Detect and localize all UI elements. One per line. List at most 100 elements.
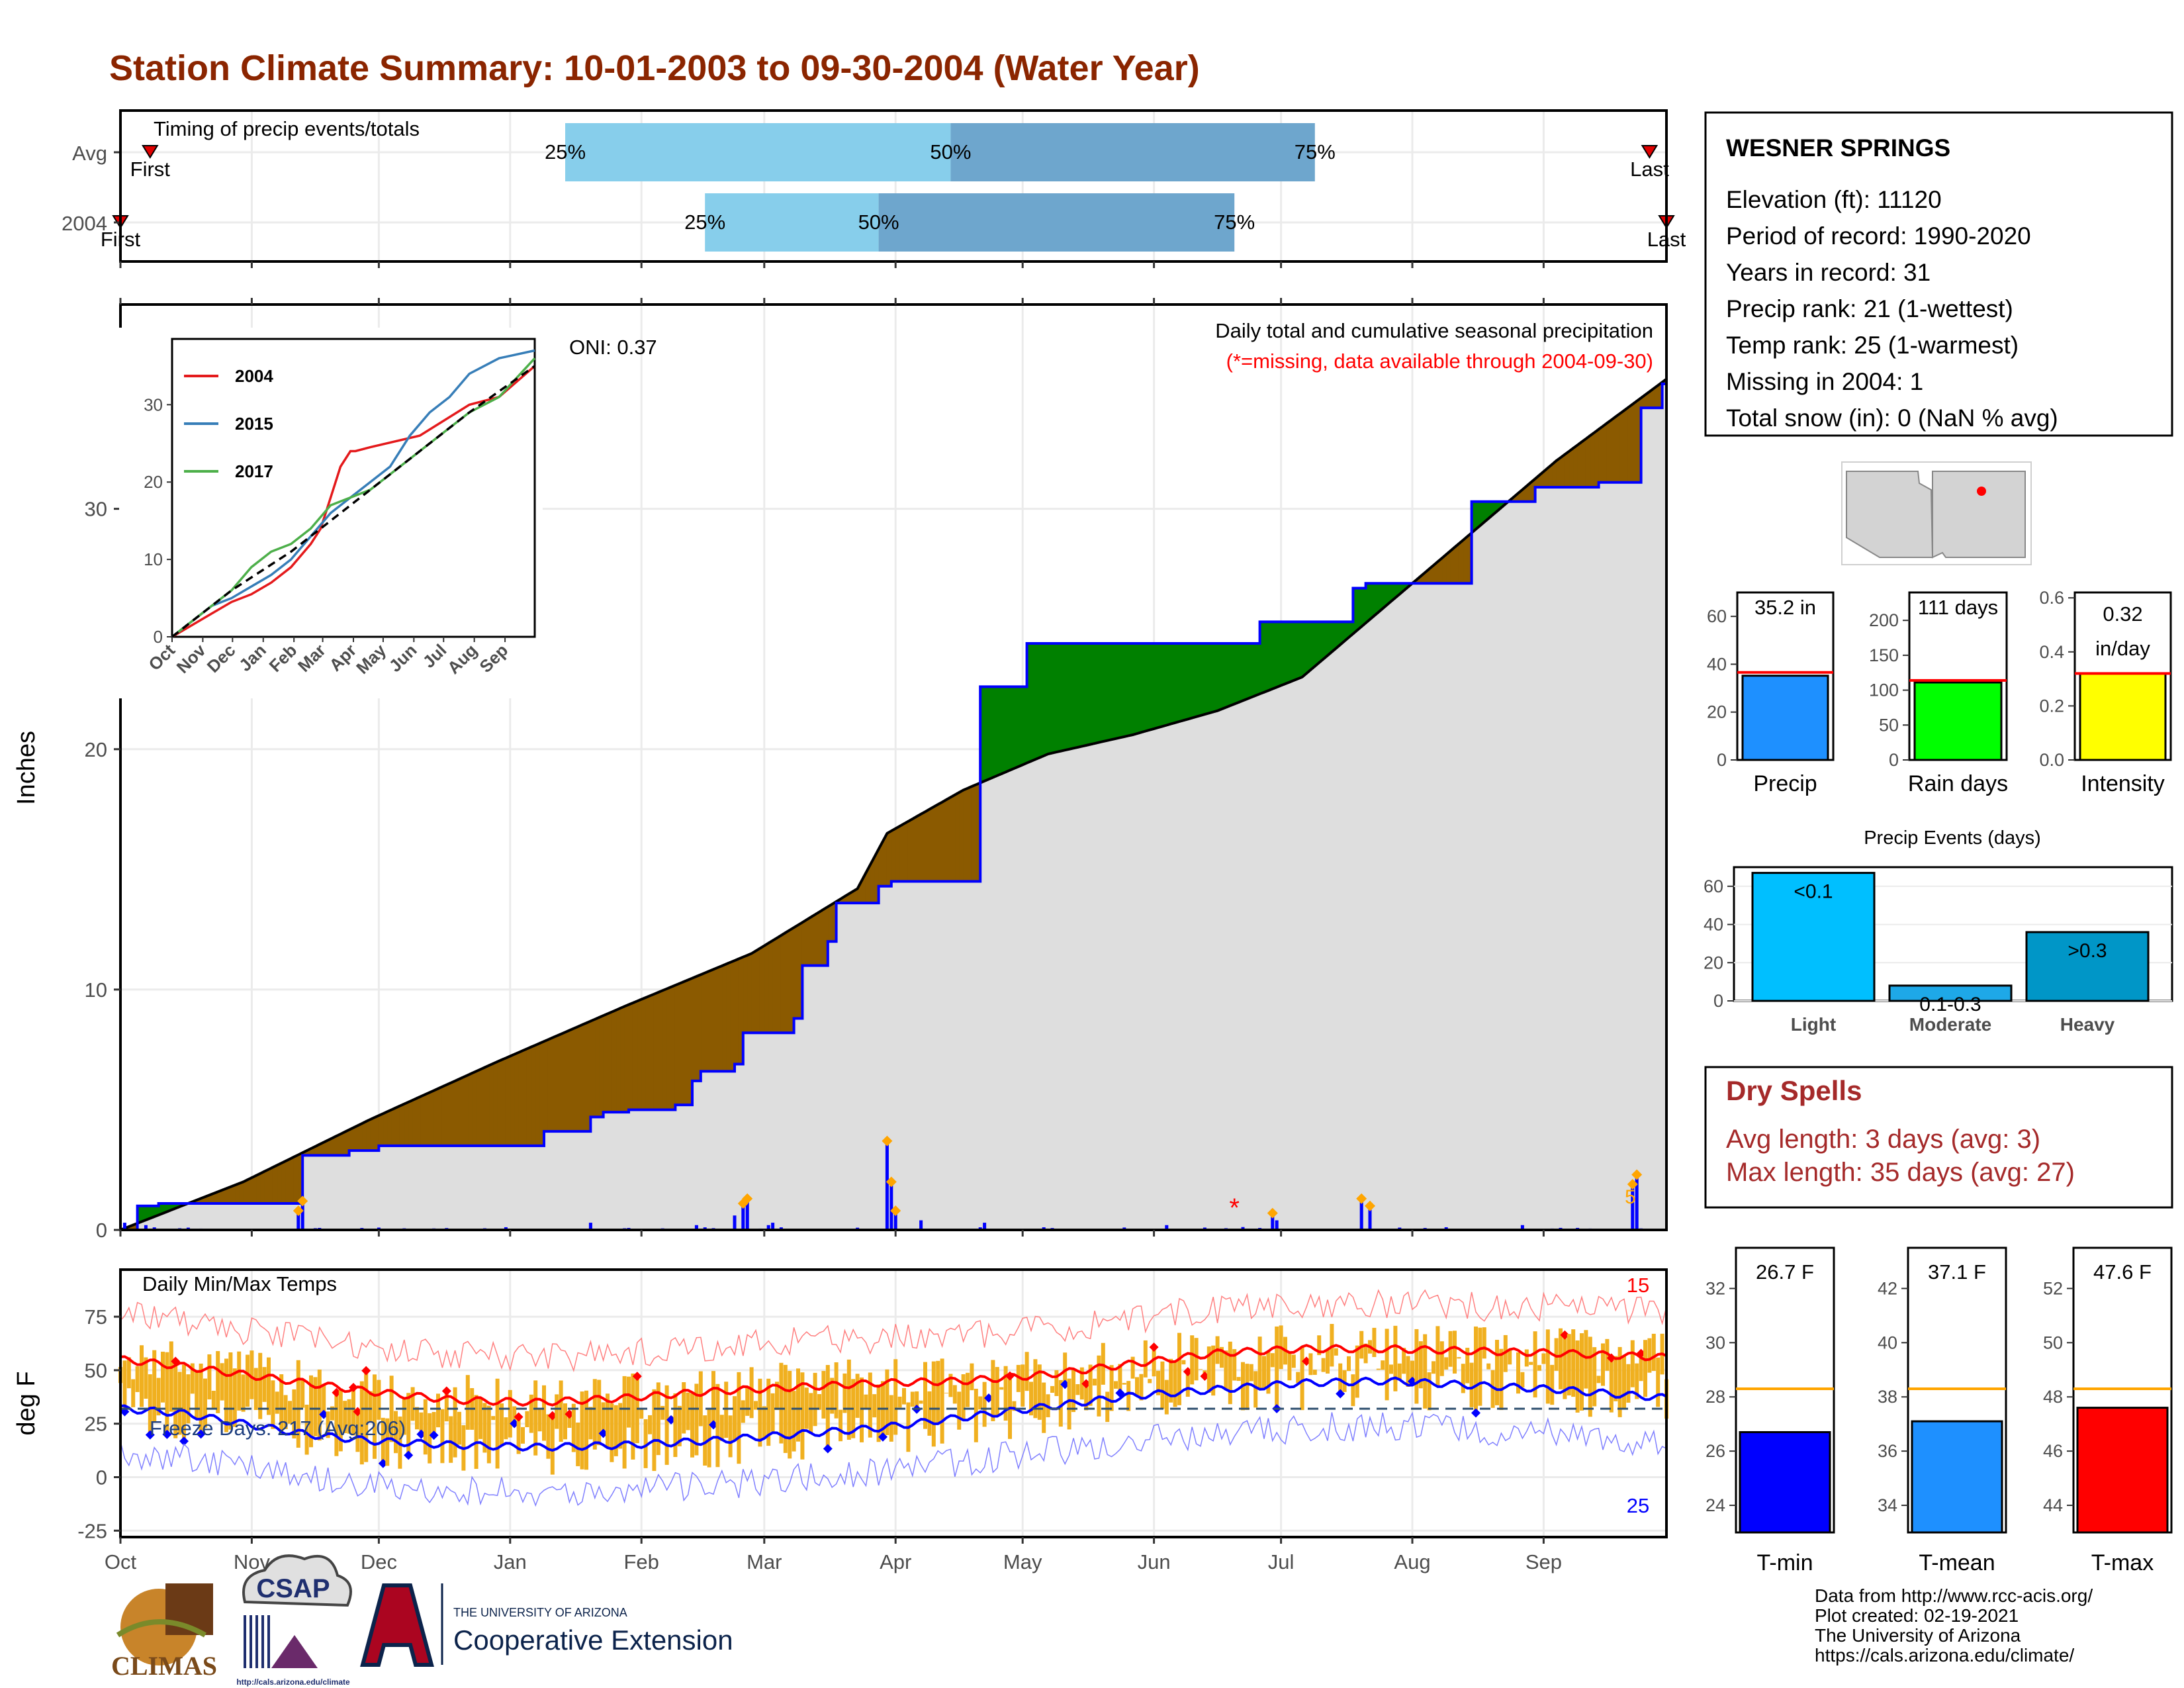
daily-temp-bar: [792, 1391, 796, 1452]
daily-temp-bar: [1211, 1345, 1216, 1396]
daily-temp-bar: [1423, 1334, 1428, 1409]
deficit-band: [921, 811, 926, 882]
record-high-marker: [1149, 1342, 1159, 1352]
daily-temp-bar: [839, 1409, 842, 1442]
record-high-marker: [514, 1412, 523, 1422]
deficit-band: [971, 784, 977, 882]
daily-temp-bar: [610, 1403, 614, 1462]
daily-temp-bar: [779, 1362, 784, 1444]
daily-precip-bar: [1165, 1225, 1169, 1230]
temp-bar-value: [1739, 1430, 1831, 1534]
precip-event-marker: [1356, 1193, 1367, 1204]
surplus-band: [988, 686, 993, 780]
deficit-band: [1627, 403, 1633, 483]
daily-temp-bar: [1270, 1353, 1275, 1368]
precip-event-marker: [1627, 1179, 1638, 1190]
deficit-band: [268, 1166, 273, 1204]
daily-temp-bar: [1622, 1355, 1626, 1409]
daily-temp-bar: [966, 1372, 970, 1407]
daily-temp-bar: [1177, 1333, 1181, 1405]
daily-temp-bar: [1643, 1340, 1647, 1397]
deficit-band: [1569, 447, 1574, 488]
surplus-band: [1183, 643, 1189, 721]
deficit-band: [353, 1125, 358, 1151]
deficit-band: [653, 992, 659, 1110]
deficit-band: [293, 1154, 299, 1204]
deficit-band: [501, 1057, 506, 1147]
daily-temp-bar: [512, 1406, 517, 1424]
daily-temp-bar: [1355, 1345, 1359, 1398]
daily-temp-bar: [1088, 1364, 1093, 1406]
deficit-band: [598, 1015, 604, 1117]
deficit-band: [907, 818, 913, 882]
daily-temp-bar: [338, 1388, 343, 1452]
deficit-band: [649, 993, 655, 1110]
daily-temp-bar: [719, 1415, 724, 1441]
daily-temp-bar: [741, 1400, 745, 1423]
daily-temp-bar: [1545, 1329, 1550, 1404]
inset-legend-label: 2015: [235, 414, 273, 434]
daily-temp-bar: [402, 1399, 406, 1435]
surplus-band: [1289, 621, 1295, 683]
deficit-band: [1454, 543, 1459, 584]
daily-temp-bar: [330, 1406, 334, 1421]
deficit-band: [510, 1053, 515, 1147]
daily-temp-bar: [804, 1387, 809, 1429]
deficit-band: [810, 914, 816, 966]
dry-spells: Dry Spells Avg length: 3 days (avg: 3) Max…: [1704, 1066, 2173, 1209]
daily-precip-bar: [1368, 1205, 1372, 1230]
record-high-marker: [632, 1372, 642, 1382]
daily-temp-bar: [1351, 1374, 1355, 1407]
daily-temp-bar: [1156, 1370, 1160, 1395]
daily-temp-bar: [931, 1361, 936, 1447]
deficit-band: [751, 950, 756, 1033]
temp-bar-value: [1911, 1420, 2003, 1534]
surplus-band: [1302, 621, 1307, 678]
daily-temp-bar: [550, 1415, 555, 1475]
deficit-band: [1458, 539, 1464, 584]
daily-temp-bar: [728, 1415, 733, 1458]
deficit-band: [446, 1082, 451, 1147]
daily-temp-bar: [359, 1381, 364, 1465]
surplus-band: [1327, 621, 1332, 657]
csap-url: http://cals.arizona.edu/climate: [236, 1677, 350, 1687]
daily-temp-bar: [1330, 1324, 1334, 1367]
csap-cloud-icon: [242, 1554, 352, 1607]
daily-temp-bar: [1224, 1350, 1228, 1390]
deficit-band: [399, 1103, 405, 1147]
daily-temp-bar: [288, 1401, 292, 1424]
deficit-band: [577, 1024, 583, 1132]
csap-mountain-icon: [271, 1635, 318, 1668]
daily-temp-bar: [1042, 1382, 1046, 1433]
mini-bar-value: [1913, 681, 2003, 761]
deficit-band: [459, 1076, 464, 1147]
deficit-band: [425, 1092, 430, 1147]
mini-bar-ytick-label: 50: [1879, 715, 1899, 735]
daily-temp-bar: [1143, 1340, 1148, 1378]
record-low-marker: [404, 1450, 414, 1460]
events-bar-label: Light: [1791, 1014, 1836, 1035]
surplus-band: [1030, 643, 1036, 762]
daily-temp-bar: [1592, 1347, 1597, 1407]
missing-note: (*=missing, data available through 2004-…: [1226, 350, 1653, 373]
daily-temp-bar: [1418, 1341, 1423, 1389]
mini-bar-intensity: 0.0 0.2 0.4 0.6 0.32 in/day Intensity: [2039, 588, 2172, 796]
daily-temp-bar: [1338, 1363, 1343, 1394]
daily-temp-bar: [334, 1392, 339, 1456]
daily-temp-bar: [453, 1387, 457, 1458]
daily-temp-bar: [190, 1363, 195, 1394]
temp-bar-t-mean: 34 36 38 40 42 37.1 F T-mean: [1878, 1246, 2007, 1575]
daily-temp-bar: [296, 1360, 300, 1448]
mini-bar-label: Rain days: [1908, 771, 2008, 796]
deficit-band: [471, 1070, 477, 1147]
deficit-band: [645, 995, 651, 1110]
daily-temp-bar: [703, 1415, 707, 1466]
daily-temp-bar: [1393, 1325, 1398, 1391]
temp-bar-value-label: 37.1 F: [1928, 1260, 1986, 1284]
daily-temp-bar: [182, 1364, 186, 1442]
record-low-marker: [196, 1429, 206, 1439]
precip-event-marker: [1267, 1207, 1278, 1219]
deficit-band: [535, 1043, 541, 1147]
daily-temp-bar: [313, 1377, 318, 1436]
daily-temp-bar: [1453, 1331, 1457, 1374]
